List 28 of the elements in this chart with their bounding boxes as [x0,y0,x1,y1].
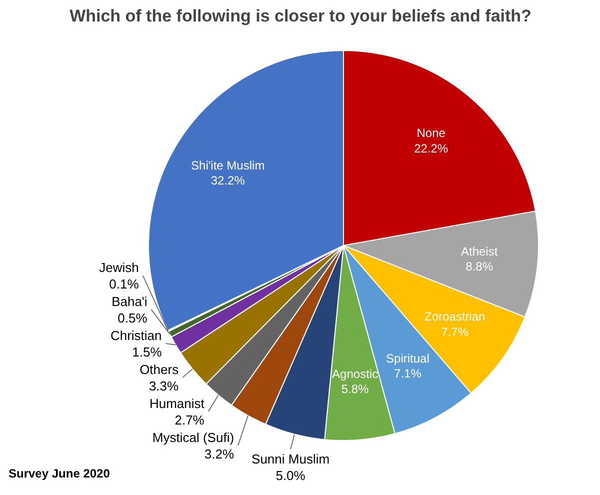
slice-label: Baha'i [112,294,148,309]
slice-label: Jewish [99,260,139,275]
data-label: 5.8% [341,382,370,396]
data-label: 7.1% [394,366,422,381]
data-label: 7.7% [441,325,469,340]
data-label: 22.2% [414,142,448,156]
slice-label: Spiritual [386,351,430,366]
data-label: 8.8% [466,260,494,274]
slice-label: Agnostic [332,366,378,381]
data-label: 3.3% [148,378,180,394]
slice-label: Sunni Muslim [252,451,330,466]
slice-label: Humanist [149,396,205,411]
slice-label: Shi'ite Muslim [191,158,265,172]
slice-label: None [416,126,446,140]
data-label: 32.2% [210,174,246,188]
chart-title: Which of the following is closer to your beliefs and faith? [70,6,532,26]
slice-label: Christian [110,328,162,343]
slice-label: Zoroastrian [424,310,486,324]
data-label: 0.1% [109,276,140,292]
data-label: 5.0% [276,468,306,483]
data-label: 1.5% [132,344,162,360]
slice-label: Atheist [460,244,498,258]
slice-label: Others [140,362,180,377]
slice-label: Mystical (Sufi) [152,430,234,445]
data-label: 2.7% [174,412,205,428]
data-label: 3.2% [204,446,234,462]
text: Survey June 2020 [8,466,110,480]
data-label: 0.5% [118,310,148,326]
